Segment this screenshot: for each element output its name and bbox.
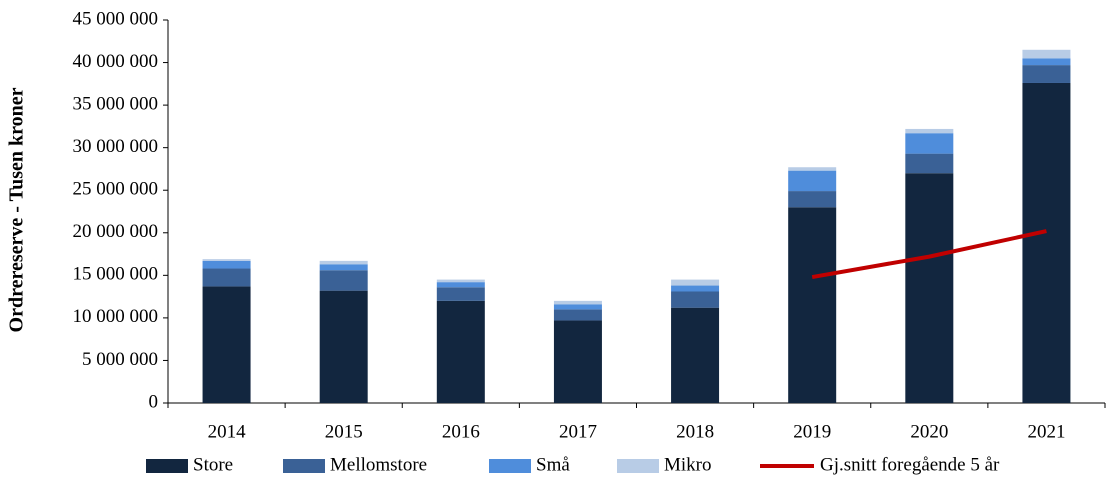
x-tick-label: 2020 xyxy=(910,421,948,442)
legend-label: Mellomstore xyxy=(330,454,427,475)
bar-segment xyxy=(671,285,720,292)
bar-segment xyxy=(319,270,368,291)
legend-swatch xyxy=(283,459,325,473)
bar-segment xyxy=(436,300,485,403)
y-tick-label: 0 xyxy=(149,391,159,412)
y-tick-label: 5 000 000 xyxy=(82,349,158,370)
bar-segment xyxy=(319,290,368,403)
y-tick-label: 30 000 000 xyxy=(73,136,159,157)
x-tick-label: 2014 xyxy=(208,421,247,442)
x-tick-label: 2017 xyxy=(559,421,597,442)
bar-segment xyxy=(202,268,251,287)
bar-segment xyxy=(671,307,720,403)
x-tick-label: 2018 xyxy=(676,421,714,442)
bar-segment xyxy=(788,207,837,403)
legend-label: Mikro xyxy=(664,454,712,475)
x-tick-label: 2021 xyxy=(1027,421,1065,442)
bar-segment xyxy=(1022,65,1071,83)
bar-segment xyxy=(202,259,251,261)
bar-segment xyxy=(553,304,602,310)
line xyxy=(811,229,1047,280)
bar-segment xyxy=(202,260,251,269)
y-tick-label: 20 000 000 xyxy=(73,221,159,242)
legend-swatch xyxy=(489,459,531,473)
bar-segment xyxy=(436,282,485,288)
legend-swatch xyxy=(617,459,659,473)
bar-segment xyxy=(436,279,485,283)
y-axis-label: Ordrereserve - Tusen kroner xyxy=(6,87,28,332)
legend-label: Gj.snitt foregående 5 år xyxy=(820,454,1000,475)
bar-segment xyxy=(436,287,485,301)
y-tick-label: 35 000 000 xyxy=(73,93,159,114)
x-tick-label: 2016 xyxy=(442,421,480,442)
y-tick-label: 15 000 000 xyxy=(73,264,159,285)
x-tick-label: 2019 xyxy=(793,421,831,442)
y-tick-label: 45 000 000 xyxy=(73,8,159,29)
bar-segment xyxy=(905,128,954,134)
bar-segment xyxy=(905,153,954,174)
y-tick-label: 10 000 000 xyxy=(73,306,159,327)
bar-segment xyxy=(1022,58,1071,66)
bar-segment xyxy=(319,260,368,265)
bar-segment xyxy=(319,264,368,271)
x-tick-label: 2015 xyxy=(325,421,363,442)
bar-segment xyxy=(788,170,837,192)
bar-segment xyxy=(671,291,720,308)
y-tick-label: 40 000 000 xyxy=(73,51,159,72)
bar-segment xyxy=(553,300,602,305)
bar-segment xyxy=(1022,49,1071,59)
legend-label: Store xyxy=(193,454,233,475)
bar-segment xyxy=(905,133,954,154)
bar-segment xyxy=(671,279,720,286)
bar-segment xyxy=(202,286,251,403)
bar-segment xyxy=(788,167,837,171)
legend-label: Små xyxy=(536,454,570,475)
y-tick-label: 25 000 000 xyxy=(73,179,159,200)
bar-segment xyxy=(1022,82,1071,403)
bar-segment xyxy=(553,320,602,403)
bar-segment xyxy=(905,173,954,403)
bar-segment xyxy=(788,191,837,208)
bar-segment xyxy=(553,309,602,321)
legend-swatch xyxy=(146,459,188,473)
